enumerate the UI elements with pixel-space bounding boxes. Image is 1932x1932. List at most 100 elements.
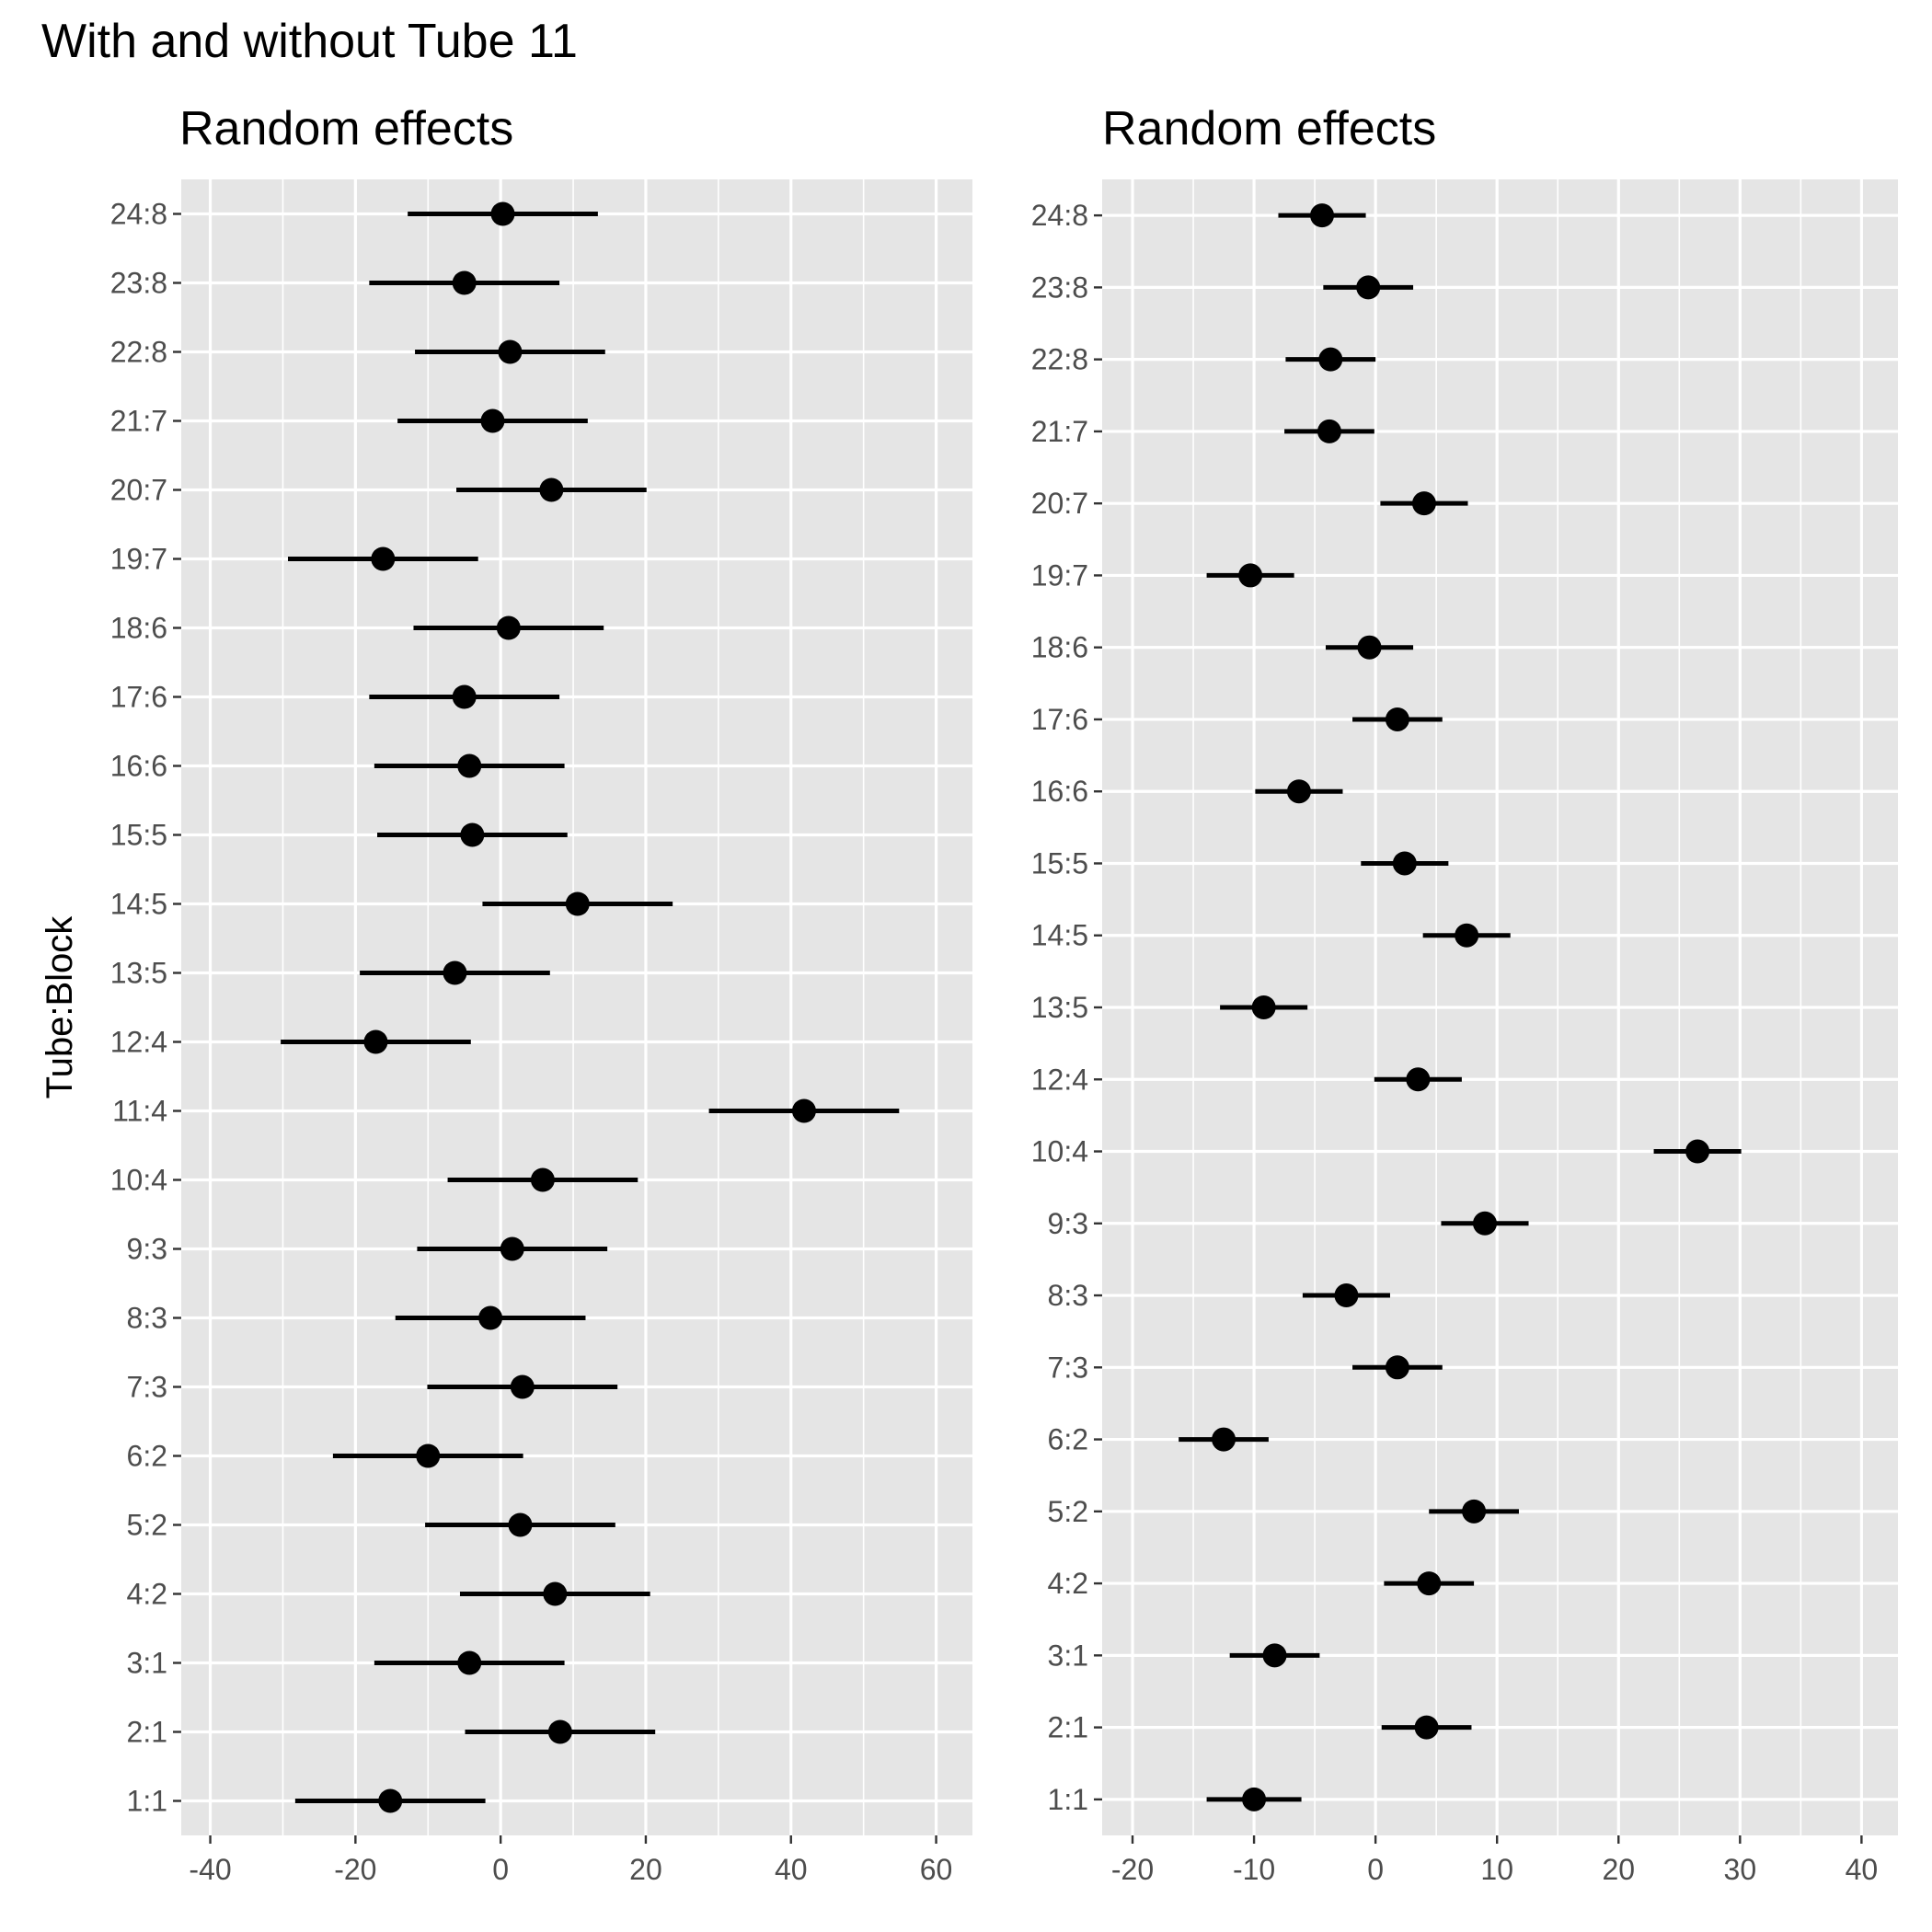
data-point: [1310, 203, 1335, 228]
data-point: [478, 1305, 503, 1330]
data-point: [1455, 923, 1479, 948]
data-point: [1356, 275, 1381, 300]
data-point: [1685, 1139, 1710, 1164]
y-tick-label: 7:3: [1048, 1351, 1088, 1384]
y-tick-label: 22:8: [110, 336, 167, 369]
y-tick-label: 18:6: [1031, 631, 1088, 664]
y-tick-label: 4:2: [127, 1578, 167, 1611]
data-point: [1318, 347, 1343, 372]
y-tick-label: 2:1: [1048, 1711, 1088, 1744]
y-tick-label: 16:6: [1031, 775, 1088, 808]
y-tick-label: 20:7: [1031, 487, 1088, 520]
data-point: [1286, 779, 1311, 804]
data-point: [1317, 419, 1341, 443]
left-panel: 1:1 2:1 3:1 4:2 5:2 6:2 7:3 8:3 9:3 10:4 11:4 12:4 1…: [40, 102, 972, 1886]
x-tick-label: 0: [492, 1853, 509, 1886]
x-tick-label: -20: [1111, 1853, 1154, 1886]
x-tick-label: -40: [189, 1853, 231, 1886]
y-tick-label: 18:6: [110, 612, 167, 645]
panel-title: Random effects: [179, 102, 513, 155]
y-tick-label: 7:3: [127, 1371, 167, 1404]
y-tick-label: 20:7: [110, 474, 167, 507]
data-point: [378, 1788, 403, 1813]
data-point: [452, 684, 477, 709]
y-tick-label: 8:3: [127, 1302, 167, 1335]
panel-background: [181, 179, 972, 1835]
data-point: [443, 960, 467, 985]
data-point: [496, 615, 521, 640]
y-tick-label: 19:7: [110, 543, 167, 576]
x-tick-label: -10: [1233, 1853, 1275, 1886]
y-tick-label: 15:5: [110, 819, 167, 852]
data-point: [457, 753, 482, 778]
y-tick-label: 17:6: [110, 681, 167, 714]
data-point: [1462, 1499, 1487, 1524]
y-tick-label: 14:5: [1031, 919, 1088, 952]
y-tick-label: 12:4: [110, 1026, 167, 1059]
data-point: [500, 1236, 524, 1261]
y-tick-label: 14:5: [110, 888, 167, 921]
data-point: [1385, 1355, 1409, 1380]
data-point: [457, 1650, 482, 1675]
y-tick-label: 12:4: [1031, 1063, 1088, 1096]
data-point: [543, 1581, 568, 1606]
y-tick-label: 2:1: [127, 1716, 167, 1749]
data-point: [490, 201, 515, 226]
x-tick-label: -20: [334, 1853, 376, 1886]
y-tick-label: 3:1: [1048, 1639, 1088, 1672]
y-tick-label: 21:7: [110, 405, 167, 438]
data-point: [1406, 1067, 1431, 1092]
y-tick-label: 5:2: [1048, 1495, 1088, 1528]
data-point: [498, 339, 523, 364]
data-point: [416, 1443, 441, 1468]
data-point: [530, 1167, 555, 1192]
y-tick-label: 23:8: [110, 267, 167, 300]
data-point: [1472, 1211, 1497, 1236]
x-tick-label: 60: [920, 1853, 953, 1886]
y-tick-label: 3:1: [127, 1647, 167, 1680]
data-point: [452, 270, 477, 295]
y-tick-label: 15:5: [1031, 846, 1088, 880]
data-point: [1262, 1643, 1287, 1668]
x-tick-label: 10: [1480, 1853, 1513, 1886]
y-tick-label: 22:8: [1031, 343, 1088, 376]
y-tick-label: 10:4: [110, 1164, 167, 1197]
data-point: [363, 1029, 388, 1054]
y-tick-label: 8:3: [1048, 1279, 1088, 1312]
y-tick-label: 1:1: [1048, 1783, 1088, 1816]
y-tick-label: 24:8: [110, 198, 167, 231]
y-tick-label: 5:2: [127, 1509, 167, 1542]
y-tick-label: 13:5: [1031, 991, 1088, 1024]
x-tick-label: 0: [1367, 1853, 1384, 1886]
data-point: [460, 822, 485, 847]
data-point: [1238, 563, 1263, 588]
data-point: [1414, 1715, 1439, 1740]
data-point: [565, 891, 590, 916]
y-tick-label: 6:2: [1048, 1423, 1088, 1456]
x-tick-label: 20: [1602, 1853, 1635, 1886]
data-point: [1357, 635, 1382, 660]
x-tick-label: 30: [1724, 1853, 1757, 1886]
data-point: [1334, 1283, 1359, 1308]
data-point: [508, 1512, 533, 1537]
y-tick-label: 9:3: [127, 1233, 167, 1266]
data-point: [1417, 1571, 1442, 1596]
data-point: [510, 1374, 535, 1399]
y-tick-label: 4:2: [1048, 1567, 1088, 1600]
y-axis-label: Tube:Block: [40, 915, 80, 1099]
y-tick-label: 13:5: [110, 957, 167, 990]
data-point: [547, 1719, 572, 1744]
data-point: [1212, 1427, 1236, 1452]
y-tick-label: 10:4: [1031, 1135, 1088, 1168]
data-point: [1392, 851, 1417, 876]
y-tick-label: 21:7: [1031, 415, 1088, 448]
y-tick-label: 16:6: [110, 750, 167, 783]
y-tick-label: 19:7: [1031, 558, 1088, 592]
data-point: [1411, 491, 1436, 516]
x-tick-label: 40: [775, 1853, 808, 1886]
figure-title: With and without Tube 11: [41, 15, 578, 68]
panel-title: Random effects: [1102, 102, 1436, 155]
x-tick-label: 40: [1846, 1853, 1879, 1886]
data-point: [539, 477, 564, 502]
